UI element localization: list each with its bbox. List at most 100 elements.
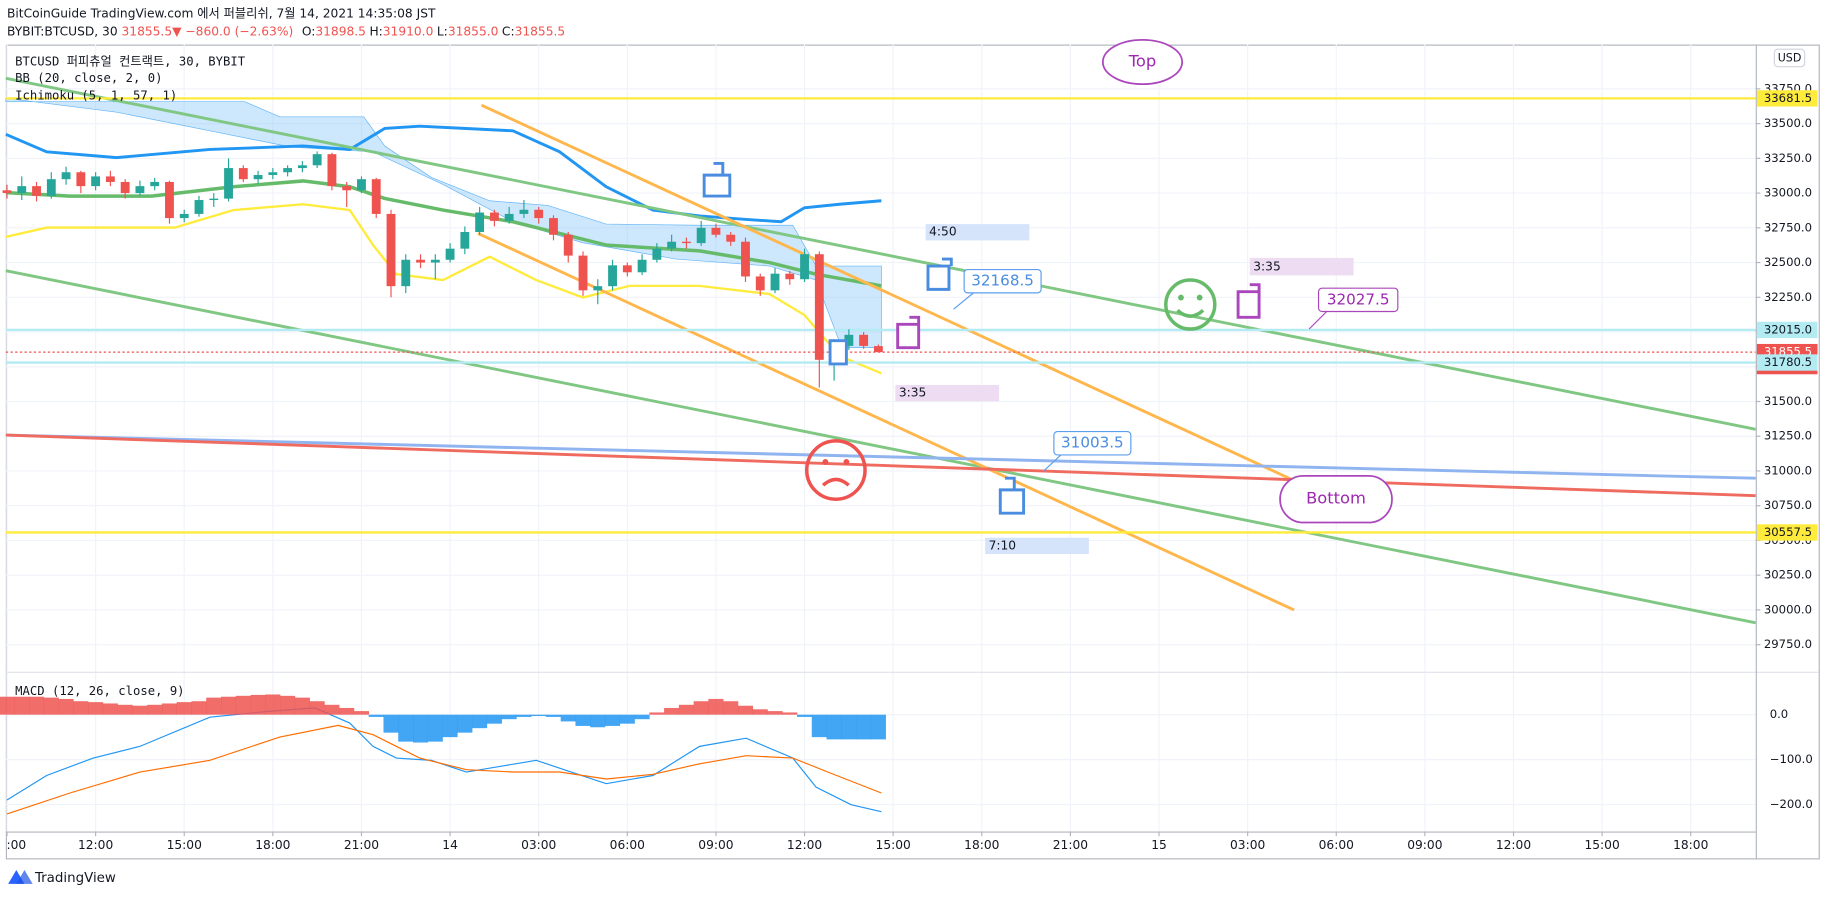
candle-body bbox=[312, 154, 322, 166]
x-tick-label: 09:00 bbox=[698, 838, 733, 852]
price-label: 31780.5 bbox=[1764, 355, 1812, 369]
candle-body bbox=[770, 273, 780, 291]
price-label: 30557.5 bbox=[1764, 525, 1812, 539]
candle-body bbox=[416, 259, 425, 263]
macd-legend: MACD (12, 26, close, 9) bbox=[15, 684, 184, 698]
candle-body bbox=[873, 346, 883, 353]
macd-histogram-bar bbox=[0, 696, 15, 715]
candle-body bbox=[2, 190, 12, 194]
macd-histogram-bar bbox=[132, 705, 148, 715]
macd-histogram-bar bbox=[841, 714, 857, 740]
macd-histogram-bar bbox=[560, 714, 576, 722]
x-tick-label: 15:00 bbox=[167, 838, 202, 852]
x-tick-label: 12:00 bbox=[78, 838, 113, 852]
macd-histogram-bar bbox=[324, 704, 340, 715]
x-tick-label: 21:00 bbox=[1053, 838, 1088, 852]
candle-body bbox=[76, 172, 86, 187]
symbol: BYBIT:BTCUSD, 30 bbox=[7, 24, 118, 38]
price-label-box bbox=[1756, 354, 1818, 371]
legend-symbol: BTCUSD 퍼피츄얼 컨트랙트, 30, BYBIT bbox=[15, 55, 246, 69]
candle-body bbox=[268, 172, 278, 176]
candle-body bbox=[209, 198, 219, 201]
candle-body bbox=[534, 209, 544, 219]
x-tick-label: 12:00 bbox=[1496, 838, 1531, 852]
macd-histogram-bar bbox=[427, 714, 443, 742]
candle-body bbox=[859, 334, 869, 346]
y-tick-label: 32750.0 bbox=[1764, 220, 1812, 234]
macd-histogram-bar bbox=[206, 697, 222, 715]
candle-body bbox=[489, 212, 499, 221]
duration-box bbox=[1249, 257, 1354, 276]
ohlc-line: BYBIT:BTCUSD, 30 31855.5 ▼ −860.0 (−2.63%… bbox=[7, 24, 565, 38]
trendline bbox=[5, 433, 1756, 480]
candle-body bbox=[135, 186, 145, 194]
callout bbox=[1317, 287, 1399, 313]
candle-body bbox=[61, 172, 71, 180]
candle-body bbox=[814, 254, 824, 360]
candle-body bbox=[785, 273, 795, 280]
y-tick-label: 31000.0 bbox=[1764, 463, 1812, 477]
x-tick-label: 06:00 bbox=[1319, 838, 1354, 852]
macd-histogram-bar bbox=[856, 714, 872, 740]
candle-body bbox=[297, 165, 307, 169]
duration-label: 3:35 bbox=[1253, 260, 1280, 274]
macd-histogram-bar bbox=[294, 697, 310, 715]
callout-label: 32027.5 bbox=[1327, 290, 1390, 308]
macd-histogram-bar bbox=[486, 714, 502, 724]
trendline bbox=[480, 103, 1295, 482]
y-tick-label: 31250.0 bbox=[1764, 429, 1812, 443]
x-tick-label: 21:00 bbox=[344, 838, 379, 852]
macd-histogram-bar bbox=[383, 714, 399, 733]
macd-histogram-bar bbox=[545, 714, 562, 717]
y-tick-label: 33250.0 bbox=[1764, 151, 1812, 165]
x-tick-label: 03:00 bbox=[1230, 838, 1265, 852]
candle-body bbox=[622, 265, 632, 273]
hand-icon bbox=[702, 162, 1261, 515]
macd-histogram-bar bbox=[221, 696, 237, 715]
macd-histogram-bar bbox=[678, 704, 694, 715]
x-tick-label: 03:00 bbox=[521, 838, 556, 852]
x-tick-label: 15:00 bbox=[1584, 838, 1619, 852]
macd-histogram-bar bbox=[752, 709, 768, 715]
callout bbox=[1053, 431, 1132, 456]
macd-line bbox=[6, 707, 882, 813]
candle-body bbox=[91, 176, 101, 187]
x-tick-label: 15 bbox=[1151, 838, 1167, 852]
price-levels bbox=[5, 97, 1756, 534]
macd-tick-label: −200.0 bbox=[1770, 797, 1813, 811]
macd-histogram-bar bbox=[88, 702, 104, 715]
bottom-label: Bottom bbox=[1306, 489, 1366, 508]
candle-body bbox=[46, 179, 56, 196]
candle-body bbox=[726, 234, 736, 242]
x-tick-label: :00 bbox=[6, 838, 26, 852]
x-tick-label: 06:00 bbox=[610, 838, 645, 852]
macd-pane bbox=[0, 694, 886, 815]
ohlc-value: 31855.5 bbox=[515, 24, 566, 38]
top-label: Top bbox=[1128, 52, 1157, 71]
currency: USD bbox=[1778, 52, 1802, 65]
macd-histogram-bar bbox=[14, 696, 30, 715]
change: ▼ −860.0 (−2.63%) bbox=[172, 24, 293, 38]
macd-histogram-bar bbox=[73, 701, 89, 715]
currency-badge bbox=[1773, 48, 1806, 68]
ohlc-key: L: bbox=[437, 24, 448, 38]
price-label-box bbox=[1756, 90, 1818, 107]
candle-body bbox=[371, 179, 381, 214]
x-tick-label: 18:00 bbox=[1673, 838, 1708, 852]
candle-body bbox=[32, 186, 41, 196]
ohlc-key: H: bbox=[369, 24, 382, 38]
candle-body bbox=[342, 186, 352, 191]
macd-histogram-bar bbox=[870, 714, 886, 740]
candle-body bbox=[637, 259, 647, 273]
macd-histogram-bar bbox=[368, 714, 384, 717]
candle-body bbox=[165, 181, 174, 219]
macd-histogram-bar bbox=[398, 714, 414, 742]
macd-histogram-bar bbox=[664, 707, 680, 715]
macd-tick-label: −100.0 bbox=[1770, 752, 1813, 766]
candle-body bbox=[475, 212, 485, 232]
macd-histogram-bar bbox=[43, 697, 59, 715]
y-tick-label: 33500.0 bbox=[1764, 116, 1812, 130]
duration-label: 4:50 bbox=[929, 225, 956, 239]
